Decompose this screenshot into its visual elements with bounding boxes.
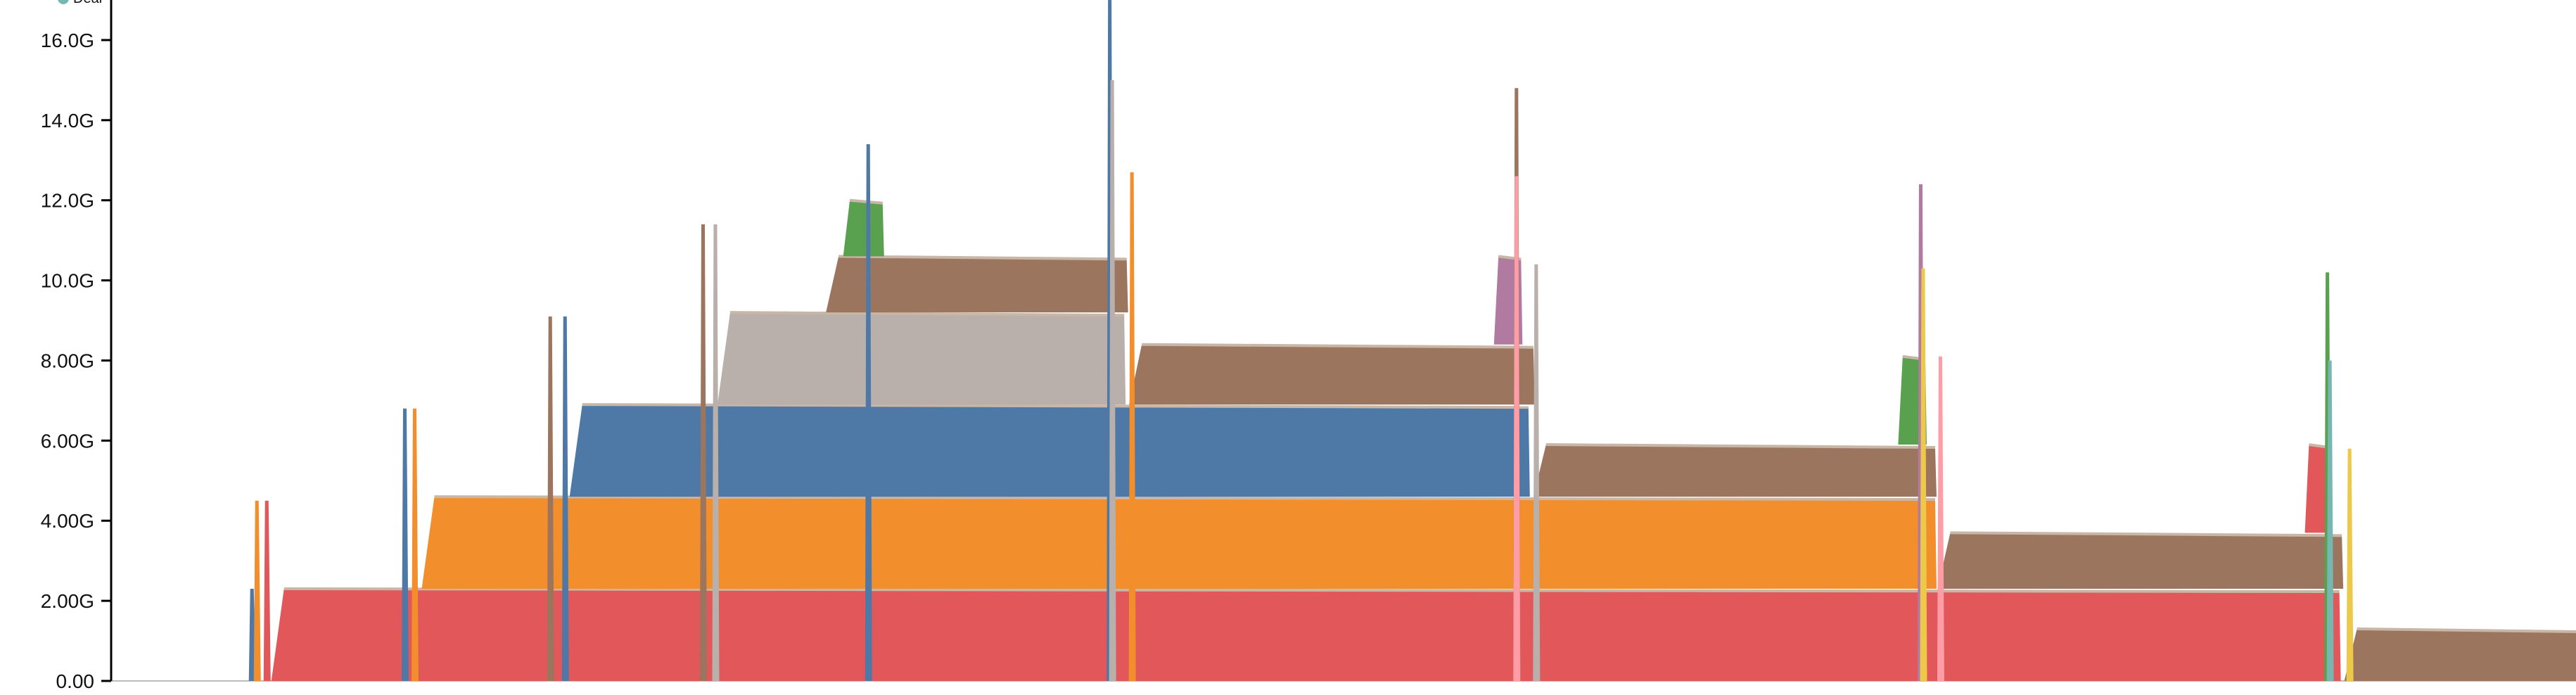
- y-tick-label: 0.00: [56, 670, 95, 692]
- area-band-11: [1937, 533, 2344, 589]
- legend: Deal: [58, 0, 102, 6]
- spike-8: [699, 224, 707, 681]
- area-band-7: [1129, 344, 1535, 405]
- y-tick-label: 4.00G: [41, 510, 94, 532]
- y-tick-label: 6.00G: [41, 430, 94, 452]
- spike-9: [712, 224, 720, 681]
- y-tick-label: 10.0G: [41, 270, 94, 292]
- area-band-top-edge: [434, 495, 1935, 502]
- plot-area: [111, 0, 2576, 682]
- area-band-top-edge: [849, 198, 883, 205]
- area-band-top-edge: [1950, 531, 2342, 537]
- area-band-top-edge: [1545, 443, 1935, 449]
- area-band-top-edge: [582, 403, 1529, 409]
- area-band-2: [421, 497, 1937, 589]
- spike-22: [2346, 448, 2354, 681]
- y-tick-label: 14.0G: [41, 110, 94, 132]
- area-band-1: [271, 589, 2341, 681]
- area-band-5: [826, 256, 1128, 313]
- area-band-top-edge: [2357, 627, 2576, 633]
- spike-12: [1109, 79, 1116, 682]
- area-band-top-edge: [1142, 343, 1534, 349]
- area-band-4: [717, 312, 1126, 405]
- legend-swatch: [58, 0, 69, 4]
- y-axis: 0.00 2.00G 4.00G 6.00G 8.00G 10.0G 12.0G 14.0G 1…: [41, 0, 113, 692]
- spike-19: [1937, 356, 1944, 681]
- area-band-9: [1533, 445, 1937, 497]
- area-band-6: [843, 200, 884, 257]
- area-band-3: [569, 404, 1530, 497]
- area-band-top-edge: [729, 311, 1125, 317]
- spike-3: [263, 500, 271, 681]
- y-tick-label: 2.00G: [41, 590, 94, 612]
- spike-10: [865, 144, 872, 682]
- area-band-top-edge: [283, 587, 2340, 594]
- area-band-12: [2304, 445, 2331, 533]
- spike-18: [1920, 268, 1927, 682]
- spike-21: [2326, 360, 2334, 681]
- y-tick-label: 12.0G: [41, 190, 94, 212]
- spike-7: [561, 316, 569, 681]
- area-band-13: [2344, 628, 2576, 681]
- spike-4: [401, 408, 409, 681]
- y-tick-label: 8.00G: [41, 350, 94, 371]
- spike-6: [547, 316, 554, 681]
- spike-13: [1128, 172, 1136, 682]
- y-tick-label: 16.0G: [41, 30, 94, 51]
- spike-2: [253, 500, 261, 681]
- legend-label: Deal: [73, 0, 102, 6]
- area-band-top-edge: [839, 255, 1127, 261]
- spike-16: [1533, 264, 1541, 681]
- spike-15: [1513, 176, 1521, 681]
- spike-5: [411, 408, 419, 681]
